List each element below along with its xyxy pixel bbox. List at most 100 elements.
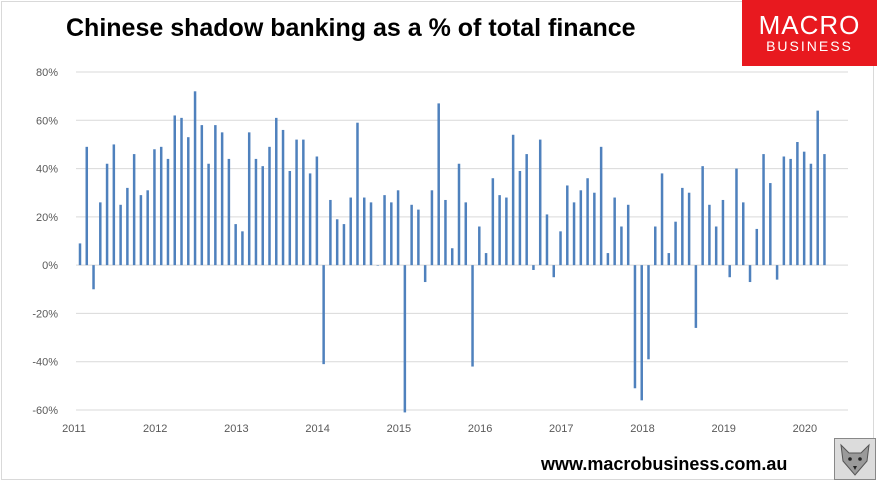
bar: [728, 265, 731, 278]
bar: [457, 163, 461, 266]
x-tick-label: 2017: [549, 423, 573, 435]
bar: [112, 144, 116, 266]
bar: [437, 103, 440, 266]
bar: [796, 142, 799, 266]
bar: [214, 125, 217, 266]
bar: [674, 221, 677, 266]
bar: [335, 219, 339, 266]
x-tick-label: 2016: [468, 423, 492, 435]
bar: [450, 248, 454, 266]
y-tick-label: -20%: [32, 308, 58, 320]
bar: [606, 253, 610, 266]
y-tick-label: -40%: [32, 357, 58, 369]
bar: [180, 117, 183, 266]
bar: [660, 173, 664, 266]
x-tick-label: 2019: [711, 423, 735, 435]
bar: [227, 158, 231, 266]
bar: [139, 195, 143, 266]
bar: [410, 204, 413, 266]
bar: [200, 125, 204, 266]
bar: [742, 202, 745, 266]
bar: [484, 253, 488, 266]
x-tick-label: 2018: [630, 423, 654, 435]
gridlines: [76, 71, 848, 411]
bar: [308, 173, 312, 266]
bar: [613, 197, 616, 266]
bar: [505, 197, 508, 266]
bar: [775, 265, 779, 280]
bar: [390, 202, 393, 266]
bar: [566, 185, 569, 266]
bar: [491, 178, 495, 266]
bar: [349, 197, 352, 266]
bar: [342, 224, 346, 266]
bar: [369, 202, 373, 266]
bar: [220, 132, 224, 266]
bar: [599, 146, 603, 266]
x-tick-label: 2011: [62, 423, 86, 435]
bar: [417, 209, 420, 266]
x-tick-label: 2020: [793, 423, 817, 435]
y-tick-label: 0%: [42, 260, 58, 272]
bar: [769, 183, 772, 266]
bar: [586, 178, 589, 266]
bar: [146, 190, 149, 266]
bar: [78, 243, 82, 266]
bar: [315, 156, 319, 266]
bar: [593, 192, 596, 266]
macrobusiness-logo[interactable]: MACRO BUSINESS: [742, 0, 877, 66]
bar: [153, 149, 156, 266]
bar: [99, 202, 102, 266]
bar: [275, 117, 278, 266]
bar: [545, 214, 549, 266]
chart-title: Chinese shadow banking as a % of total f…: [66, 14, 636, 42]
bar: [187, 137, 190, 266]
y-tick-label: 60%: [36, 115, 58, 127]
bar: [173, 115, 176, 266]
bar: [85, 146, 89, 266]
bar: [471, 265, 474, 367]
bar: [633, 265, 637, 389]
bar: [647, 265, 650, 360]
bar: [166, 158, 170, 266]
bar: [234, 224, 237, 266]
bar: [816, 110, 819, 266]
bar: [789, 158, 792, 266]
bar: [640, 265, 643, 401]
logo-line-2: BUSINESS: [766, 38, 853, 54]
bar: [268, 146, 271, 266]
bar: [383, 195, 386, 266]
y-tick-label: -60%: [32, 405, 58, 417]
website-url[interactable]: www.macrobusiness.com.au: [541, 454, 788, 474]
bar: [721, 199, 725, 266]
bar: [525, 154, 528, 266]
bar: [105, 163, 109, 266]
bars: [78, 91, 826, 413]
wolf-icon: [834, 438, 876, 480]
bar: [735, 168, 738, 266]
bar: [762, 154, 765, 266]
bar: [241, 231, 244, 266]
bar: [430, 190, 434, 266]
bar: [92, 265, 95, 290]
bar: [478, 226, 481, 266]
x-axis-ticks: 2011 2012 2013 2014 2015 2016 2017 2018 2019 2020: [62, 423, 817, 435]
bar: [126, 187, 129, 266]
y-axis-ticks: 80% 60% 40% 20% 0% -20% -40% -60%: [32, 67, 58, 417]
bar: [322, 265, 325, 365]
bar: [356, 122, 359, 266]
x-tick-label: 2014: [305, 423, 329, 435]
bar: [782, 156, 786, 266]
bar: [552, 265, 555, 278]
bar: [403, 265, 407, 413]
bar: [626, 204, 630, 266]
y-tick-label: 80%: [36, 67, 58, 79]
logo-line-1: MACRO: [758, 10, 861, 40]
bar: [579, 190, 583, 266]
bar: [159, 146, 163, 266]
bar: [295, 139, 298, 266]
bar: [701, 166, 704, 266]
x-tick-label: 2013: [224, 423, 248, 435]
x-tick-label: 2012: [143, 423, 167, 435]
bar: [823, 154, 826, 266]
